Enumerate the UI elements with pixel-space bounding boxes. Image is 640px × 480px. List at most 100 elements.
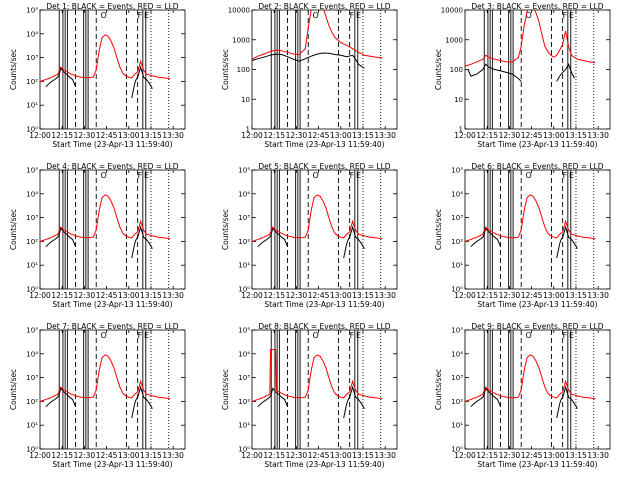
attenuator-symbol: F (350, 331, 355, 340)
panel-title: Det 3: BLACK = Events, RED = LLD (471, 2, 603, 11)
series-lld-line (252, 10, 383, 60)
attenuator-symbol: F (350, 11, 355, 20)
x-tick-label: 12:15 (51, 291, 73, 300)
y-tick-label: 10² (26, 78, 38, 86)
x-axis-label: Start Time (23-Apr-13 11:59:40) (264, 460, 384, 469)
y-tick-label: 100 (237, 66, 250, 74)
series-events-line (45, 65, 153, 99)
x-tick-label: 13:00 (543, 291, 565, 300)
y-tick-label: 10⁵ (26, 7, 38, 15)
series-lld-line (40, 34, 171, 82)
y-tick-label: 10² (238, 398, 250, 406)
y-tick-label: 10² (26, 238, 38, 246)
y-tick-label: 10³ (26, 374, 38, 382)
y-axis-label: Counts/sec (9, 369, 18, 410)
x-tick-label: 12:00 (29, 451, 51, 460)
x-tick-label: 13:15 (352, 451, 374, 460)
series-events-line (45, 225, 153, 259)
x-tick-label: 13:00 (543, 451, 565, 460)
x-tick-label: 13:00 (118, 451, 140, 460)
series-events-line (257, 385, 365, 419)
x-tick-label: 12:30 (74, 131, 96, 140)
plot-frame (39, 9, 186, 130)
x-tick-label: 13:15 (140, 131, 162, 140)
y-axis-label: Counts/sec (9, 209, 18, 250)
x-tick-label: 12:15 (476, 451, 498, 460)
y-tick-label: 10000 (228, 7, 250, 15)
x-tick-label: 12:30 (286, 291, 308, 300)
x-tick-label: 12:45 (96, 451, 118, 460)
y-tick-label: 10¹ (451, 422, 463, 430)
x-tick-label: 12:30 (499, 291, 521, 300)
series-lld-line (465, 354, 596, 402)
y-tick-label: 1 (246, 126, 250, 134)
attenuator-symbol: O (100, 171, 106, 180)
x-tick-label: 12:30 (499, 131, 521, 140)
y-tick-label: 1000 (232, 36, 250, 44)
x-tick-label: 12:45 (96, 291, 118, 300)
x-tick-label: 12:30 (74, 451, 96, 460)
y-tick-label: 10⁵ (451, 327, 463, 335)
y-tick-label: 10 (454, 96, 463, 104)
series-events-line (257, 225, 365, 259)
y-tick-label: 10³ (451, 214, 463, 222)
y-tick-label: 10² (26, 398, 38, 406)
y-tick-label: 10⁰ (238, 446, 250, 454)
x-tick-label: 12:00 (454, 131, 476, 140)
attenuator-symbol: E (356, 331, 361, 340)
x-tick-label: 13:00 (118, 291, 140, 300)
y-tick-label: 1000 (445, 36, 463, 44)
x-tick-label: 12:45 (96, 131, 118, 140)
series-events-line (470, 225, 578, 259)
plot-frame (251, 329, 398, 450)
x-tick-label: 13:00 (543, 131, 565, 140)
x-axis-label: Start Time (23-Apr-13 11:59:40) (264, 140, 384, 149)
x-tick-label: 13:30 (374, 131, 396, 140)
y-tick-label: 10³ (26, 214, 38, 222)
y-tick-label: 10³ (451, 374, 463, 382)
panel-title: Det 8: BLACK = Events, RED = LLD (258, 322, 390, 331)
y-tick-label: 10⁴ (451, 350, 463, 358)
x-tick-label: 12:15 (51, 131, 73, 140)
y-tick-label: 10⁵ (451, 167, 463, 175)
y-axis-label: Counts/sec (434, 209, 443, 250)
x-axis-label: Start Time (23-Apr-13 11:59:40) (52, 300, 172, 309)
x-tick-label: 12:45 (308, 131, 330, 140)
x-tick-label: 12:00 (241, 291, 263, 300)
y-tick-label: 10⁵ (238, 167, 250, 175)
x-tick-label: 13:15 (565, 291, 587, 300)
x-tick-label: 12:45 (308, 291, 330, 300)
y-tick-label: 10² (451, 238, 463, 246)
x-tick-label: 13:30 (162, 291, 184, 300)
panel-title: Det 5: BLACK = Events, RED = LLD (258, 162, 390, 171)
attenuator-symbol: F (138, 331, 143, 340)
y-tick-label: 10⁴ (238, 350, 250, 358)
x-tick-label: 13:30 (587, 291, 609, 300)
panel-title: Det 9: BLACK = Events, RED = LLD (471, 322, 603, 331)
x-axis-label: Start Time (23-Apr-13 11:59:40) (52, 140, 172, 149)
x-tick-label: 12:00 (29, 291, 51, 300)
y-tick-label: 10¹ (451, 262, 463, 270)
x-tick-label: 13:00 (330, 451, 352, 460)
x-tick-label: 13:30 (587, 131, 609, 140)
series-events-line (252, 52, 365, 69)
series-events-line (467, 63, 575, 82)
x-tick-label: 13:15 (140, 291, 162, 300)
attenuator-symbol: F (138, 11, 143, 20)
attenuator-symbol: O (312, 171, 318, 180)
y-tick-label: 10¹ (238, 422, 250, 430)
attenuator-symbol: E (569, 331, 574, 340)
x-tick-label: 12:30 (286, 131, 308, 140)
y-tick-label: 10⁴ (451, 190, 463, 198)
x-tick-label: 12:15 (263, 451, 285, 460)
x-tick-label: 13:00 (330, 131, 352, 140)
x-tick-label: 12:45 (308, 451, 330, 460)
x-tick-label: 13:15 (352, 291, 374, 300)
attenuator-symbol: O (525, 11, 531, 20)
y-tick-label: 10⁰ (26, 126, 38, 134)
plot-frame (39, 329, 186, 450)
x-axis-label: Start Time (23-Apr-13 11:59:40) (52, 460, 172, 469)
